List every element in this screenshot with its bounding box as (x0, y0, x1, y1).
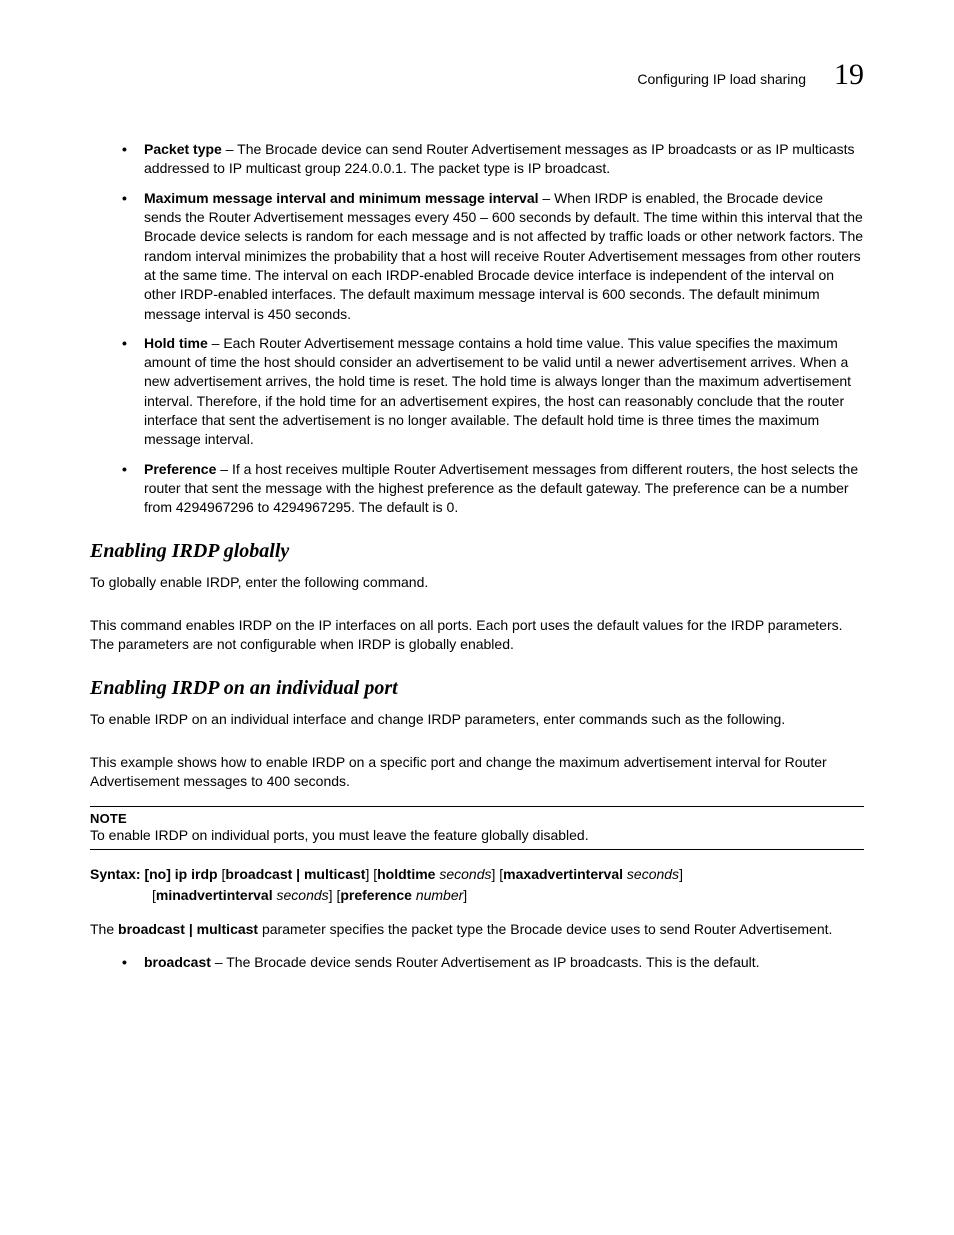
bullet-text: – When IRDP is enabled, the Brocade devi… (144, 190, 863, 322)
content-area: Packet type – The Brocade device can sen… (90, 140, 864, 972)
bullet-text: – Each Router Advertisement message cont… (144, 335, 851, 448)
bullet-text: – The Brocade device can send Router Adv… (144, 141, 855, 176)
body-text: To enable IRDP on an individual interfac… (90, 710, 864, 729)
syntax-label: Syntax: (90, 866, 141, 882)
bottom-bullet-block: broadcast – The Brocade device sends Rou… (114, 953, 864, 972)
header-title: Configuring IP load sharing (637, 71, 806, 87)
list-item: Maximum message interval and minimum mes… (114, 189, 864, 324)
note-block: NOTE To enable IRDP on individual ports,… (90, 806, 864, 850)
body-text: This command enables IRDP on the IP inte… (90, 616, 864, 655)
param-name: broadcast | multicast (118, 921, 258, 937)
top-bullets: Packet type – The Brocade device can sen… (114, 140, 864, 518)
section-heading-port: Enabling IRDP on an individual port (90, 677, 864, 700)
bullet-term: broadcast (144, 954, 211, 970)
syntax-line2: [minadvertinterval seconds] [preference … (90, 885, 864, 906)
syntax-no: [no] (144, 866, 170, 882)
syntax-arg: seconds (439, 866, 491, 882)
bullet-text: – If a host receives multiple Router Adv… (144, 461, 858, 516)
bullet-term: Hold time (144, 335, 208, 351)
list-item: Hold time – Each Router Advertisement me… (114, 334, 864, 450)
syntax-cmd: ip irdp (175, 866, 218, 882)
bullet-term: Packet type (144, 141, 222, 157)
body-text: To globally enable IRDP, enter the follo… (90, 573, 864, 592)
syntax-line1: Syntax: [no] ip irdp [broadcast | multic… (90, 864, 864, 885)
document-page: Configuring IP load sharing 19 Packet ty… (0, 0, 954, 1235)
syntax-arg: number (416, 887, 463, 903)
syntax-arg: seconds (627, 866, 679, 882)
body-text: The broadcast | multicast parameter spec… (90, 920, 864, 939)
syntax-arg: seconds (277, 887, 329, 903)
top-bullet-block: Packet type – The Brocade device can sen… (114, 140, 864, 518)
syntax-opt: minadvertinterval (156, 887, 273, 903)
note-label: NOTE (90, 811, 864, 826)
body-text: This example shows how to enable IRDP on… (90, 753, 864, 792)
page-header: Configuring IP load sharing 19 (90, 58, 864, 92)
syntax-opt: maxadvertinterval (503, 866, 623, 882)
text: parameter specifies the packet type the … (258, 921, 832, 937)
syntax-opt: broadcast | multicast (225, 866, 365, 882)
list-item: Preference – If a host receives multiple… (114, 460, 864, 518)
syntax-block: Syntax: [no] ip irdp [broadcast | multic… (90, 864, 864, 906)
bullet-term: Preference (144, 461, 216, 477)
text: The (90, 921, 118, 937)
chapter-number: 19 (834, 58, 864, 92)
bullet-text: – The Brocade device sends Router Advert… (215, 954, 760, 970)
bottom-bullets: broadcast – The Brocade device sends Rou… (114, 953, 864, 972)
list-item: Packet type – The Brocade device can sen… (114, 140, 864, 179)
bullet-term: Maximum message interval and minimum mes… (144, 190, 539, 206)
syntax-opt: holdtime (377, 866, 435, 882)
syntax-opt: preference (340, 887, 412, 903)
section-heading-global: Enabling IRDP globally (90, 540, 864, 563)
note-text: To enable IRDP on individual ports, you … (90, 826, 864, 845)
list-item: broadcast – The Brocade device sends Rou… (114, 953, 864, 972)
